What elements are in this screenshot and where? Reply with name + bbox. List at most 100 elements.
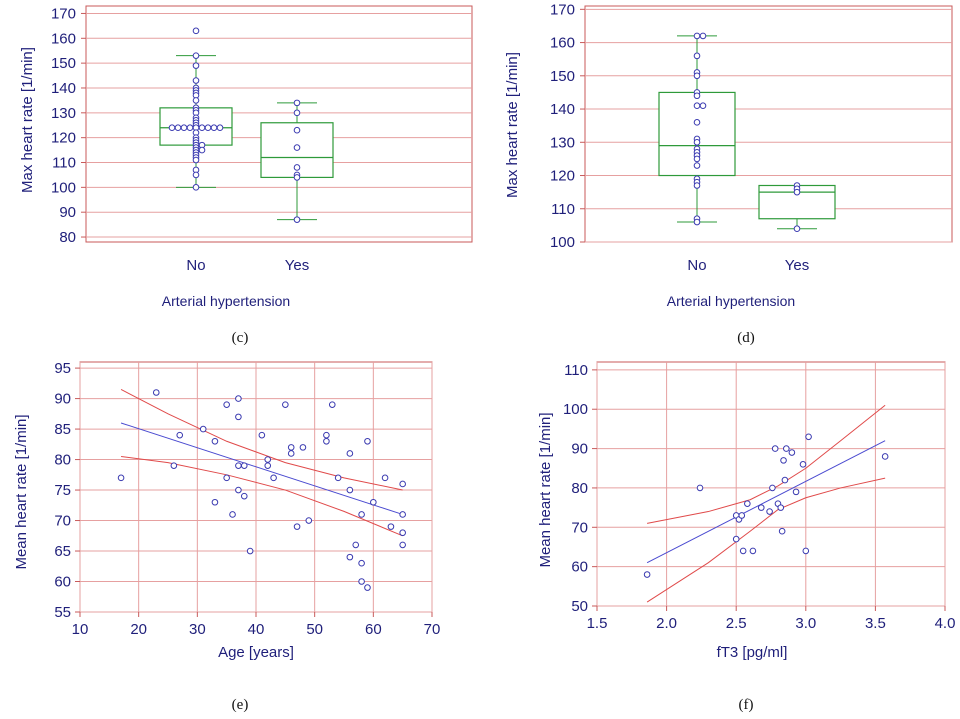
x-tick-label: 3.0 [795, 615, 816, 632]
y-tick-label: 120 [51, 130, 76, 147]
panel-d-box-plot: 100 110 120 130 140 150 160 170 No Yes Arterial… [504, 1, 953, 309]
data-point [204, 124, 212, 132]
data-point [693, 162, 701, 169]
data-point [211, 437, 219, 445]
y-tick-label: 110 [564, 362, 588, 379]
y-tick-label: 90 [59, 204, 76, 221]
data-point [210, 124, 218, 132]
data-point [693, 218, 701, 226]
data-point [235, 462, 242, 469]
data-point [293, 99, 301, 107]
data-point [293, 164, 301, 171]
data-point [693, 119, 701, 126]
regression-line [120, 422, 403, 515]
data-point [364, 584, 371, 591]
y-tick-label: 70 [571, 519, 588, 536]
y-tick-label: 80 [54, 452, 71, 469]
x-tick-label: 50 [306, 621, 323, 638]
data-point [192, 97, 200, 104]
data-point [192, 77, 200, 84]
data-point [293, 126, 301, 134]
y-tick-label: 75 [54, 482, 71, 499]
data-point [174, 124, 182, 132]
data-point [693, 72, 701, 80]
y-tick-label: 110 [551, 201, 575, 218]
data-point [264, 462, 272, 469]
data-point [387, 523, 395, 530]
y-tick-label: 100 [563, 401, 588, 418]
caption-e: (e) [231, 697, 249, 713]
x-tick-label: 20 [130, 621, 147, 638]
y-tick-label: 60 [54, 574, 71, 591]
data-point [738, 512, 746, 519]
data-point [792, 488, 800, 496]
data-point [399, 541, 406, 549]
data-point [780, 457, 787, 464]
y-tick-label: 60 [571, 559, 588, 576]
data-point [757, 504, 765, 511]
data-point [346, 553, 354, 561]
data-point [693, 182, 701, 189]
y-tick-label: 95 [54, 360, 71, 377]
data-point [152, 389, 160, 396]
x-category-yes: Yes [285, 257, 309, 274]
x-tick-label: 2.5 [726, 615, 747, 632]
data-point [192, 171, 200, 179]
data-point [216, 124, 224, 132]
y-tick-label: 90 [54, 391, 71, 408]
data-point [240, 492, 248, 500]
y-axis-label: Mean heart rate [1/min] [537, 412, 554, 567]
data-point [235, 395, 242, 402]
data-point [198, 146, 206, 154]
y-tick-label: 110 [52, 155, 76, 172]
y-tick-label: 80 [59, 229, 76, 246]
y-tick-label: 140 [550, 101, 575, 118]
x-category-yes: Yes [785, 257, 809, 274]
data-point [192, 62, 200, 69]
data-point [783, 445, 790, 452]
x-tick-label: 10 [72, 621, 89, 638]
data-point [693, 102, 701, 110]
data-point [769, 484, 776, 492]
y-tick-label: 160 [550, 35, 575, 52]
data-point [358, 578, 365, 585]
data-point [305, 517, 313, 524]
x-tick-label: 1.5 [587, 615, 608, 632]
data-point [170, 462, 178, 469]
data-point [881, 453, 889, 460]
data-point [793, 188, 801, 196]
data-point [699, 32, 707, 40]
y-tick-label: 90 [571, 441, 588, 458]
data-point [732, 535, 740, 543]
x-tick-label: 40 [248, 621, 265, 638]
data-point [370, 498, 377, 506]
data-point [270, 474, 277, 482]
data-point [352, 541, 360, 549]
data-point [399, 480, 406, 488]
data-point [699, 102, 707, 110]
data-point [176, 431, 184, 439]
data-point [282, 401, 289, 408]
data-point [264, 456, 272, 463]
y-tick-label: 80 [571, 480, 588, 497]
panel-e-scatter-plot: 55 60 65 70 75 80 85 90 95 10 20 30 40 50 60 70 Age [ye… [13, 360, 441, 661]
data-point [293, 216, 301, 223]
data-point [223, 474, 230, 482]
y-tick-label: 170 [550, 1, 575, 18]
data-point [346, 486, 354, 494]
y-tick-label: 130 [51, 105, 76, 122]
y-tick-label: 100 [550, 234, 575, 251]
data-point [364, 437, 371, 445]
data-point [117, 474, 125, 482]
data-point [192, 27, 200, 35]
data-point [693, 92, 701, 100]
data-point [240, 462, 248, 469]
y-tick-label: 170 [51, 5, 76, 22]
x-tick-label: 70 [424, 621, 441, 638]
data-point [323, 431, 330, 439]
data-point [749, 547, 757, 555]
data-point [693, 32, 701, 40]
y-tick-label: 65 [54, 543, 71, 560]
y-tick-label: 140 [51, 80, 76, 97]
data-point [299, 444, 307, 451]
